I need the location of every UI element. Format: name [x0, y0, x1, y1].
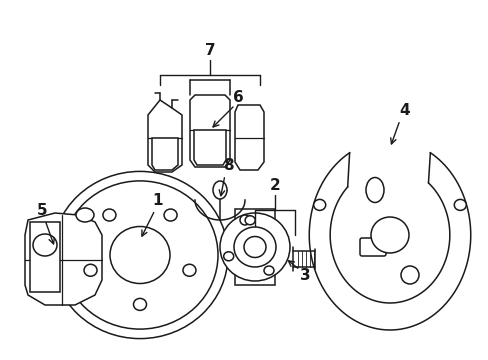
Text: 1: 1 [152, 193, 163, 207]
Polygon shape [152, 138, 178, 170]
Ellipse shape [234, 227, 275, 267]
Ellipse shape [52, 171, 227, 339]
Text: 3: 3 [299, 267, 310, 283]
Ellipse shape [365, 177, 383, 202]
Polygon shape [190, 95, 229, 167]
Polygon shape [194, 130, 225, 165]
Ellipse shape [313, 199, 325, 210]
Ellipse shape [103, 209, 116, 221]
Ellipse shape [133, 298, 146, 310]
Text: 8: 8 [222, 158, 233, 172]
Ellipse shape [244, 237, 265, 257]
Ellipse shape [164, 209, 177, 221]
Ellipse shape [33, 234, 57, 256]
Polygon shape [25, 213, 102, 305]
Ellipse shape [213, 181, 226, 199]
Polygon shape [235, 105, 264, 170]
Ellipse shape [264, 266, 273, 275]
Text: 2: 2 [269, 177, 280, 193]
Ellipse shape [62, 181, 218, 329]
Polygon shape [148, 100, 182, 172]
Ellipse shape [240, 215, 249, 225]
Text: 6: 6 [232, 90, 243, 104]
FancyBboxPatch shape [235, 209, 274, 285]
Ellipse shape [110, 226, 170, 284]
Ellipse shape [244, 216, 255, 225]
Ellipse shape [453, 199, 466, 210]
Ellipse shape [76, 208, 94, 222]
FancyBboxPatch shape [359, 238, 385, 256]
Text: 5: 5 [37, 202, 47, 217]
FancyBboxPatch shape [30, 222, 60, 292]
Ellipse shape [220, 213, 289, 281]
Ellipse shape [370, 217, 408, 253]
Ellipse shape [400, 266, 418, 284]
Ellipse shape [223, 252, 233, 261]
Ellipse shape [183, 264, 196, 276]
Text: 4: 4 [399, 103, 409, 117]
Text: 7: 7 [204, 42, 215, 58]
Ellipse shape [84, 264, 97, 276]
